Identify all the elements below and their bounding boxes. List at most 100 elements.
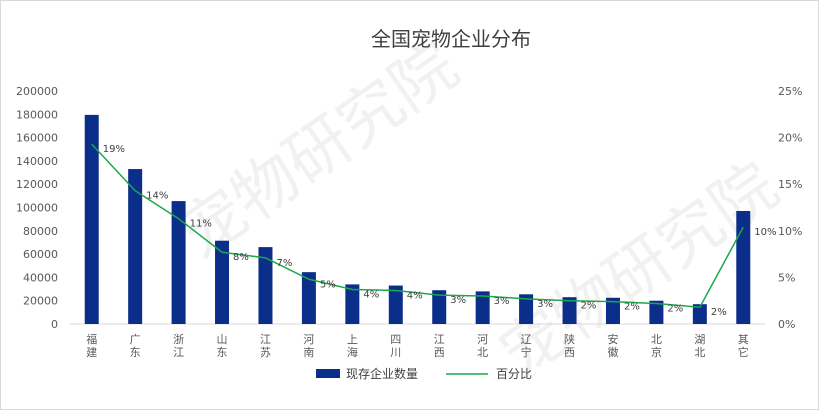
legend: 现存企业数量 百分比 bbox=[316, 366, 532, 381]
category-char: 江 bbox=[173, 346, 184, 359]
category-char: 福 bbox=[86, 332, 97, 346]
category-char: 海 bbox=[347, 345, 358, 359]
category-char: 河 bbox=[303, 333, 314, 346]
right-tick-label: 20% bbox=[778, 132, 802, 145]
category-char: 四 bbox=[390, 333, 401, 346]
category-char: 徽 bbox=[607, 345, 618, 359]
left-tick-label: 80000 bbox=[23, 225, 58, 238]
right-tick-label: 5% bbox=[778, 271, 795, 284]
right-tick-label: 10% bbox=[778, 225, 802, 238]
category-char: 川 bbox=[390, 346, 401, 359]
category-label: 安徽 bbox=[607, 332, 618, 359]
bar bbox=[171, 201, 186, 324]
category-label: 上海 bbox=[347, 333, 358, 359]
percent-label: 2% bbox=[667, 303, 683, 314]
left-tick-label: 60000 bbox=[23, 248, 58, 261]
category-char: 它 bbox=[738, 345, 749, 359]
chart-title: 全国宠物企业分布 bbox=[371, 27, 531, 51]
percent-label: 8% bbox=[233, 252, 249, 263]
category-char: 东 bbox=[217, 346, 228, 359]
left-y-axis: 0 20000 40000 60000 80000 100000 120000 140000 1… bbox=[16, 85, 58, 331]
category-label: 辽宁 bbox=[521, 333, 532, 359]
line-series bbox=[91, 143, 744, 309]
category-label: 四川 bbox=[390, 333, 401, 359]
category-label: 山东 bbox=[217, 333, 228, 359]
right-tick-label: 25% bbox=[778, 85, 802, 98]
percent-label: 11% bbox=[190, 219, 212, 230]
bar bbox=[649, 300, 664, 324]
right-tick-label: 15% bbox=[778, 178, 802, 191]
left-tick-label: 140000 bbox=[16, 155, 58, 168]
bar bbox=[475, 291, 490, 324]
category-char: 西 bbox=[564, 346, 575, 359]
percent-label: 10% bbox=[754, 227, 776, 238]
category-char: 北 bbox=[651, 333, 662, 346]
percent-label: 2% bbox=[624, 302, 640, 313]
left-tick-label: 160000 bbox=[16, 132, 58, 145]
bar bbox=[84, 114, 99, 324]
legend-bar-swatch bbox=[316, 369, 340, 378]
left-tick-label: 200000 bbox=[16, 85, 58, 98]
right-y-axis: 0% 5% 10% 15% 20% 25% bbox=[778, 85, 802, 331]
category-char: 辽 bbox=[521, 333, 532, 346]
category-char: 北 bbox=[694, 346, 705, 359]
category-label: 江西 bbox=[434, 333, 445, 359]
category-char: 江 bbox=[434, 333, 445, 346]
bar-series bbox=[84, 114, 751, 324]
category-char: 京 bbox=[651, 345, 662, 359]
category-char: 北 bbox=[477, 346, 488, 359]
category-label: 河北 bbox=[477, 333, 488, 359]
bar bbox=[301, 272, 316, 324]
percent-label: 7% bbox=[276, 258, 292, 269]
left-tick-label: 100000 bbox=[16, 202, 58, 215]
left-tick-label: 20000 bbox=[23, 295, 58, 308]
category-char: 陕 bbox=[564, 332, 575, 346]
left-tick-label: 40000 bbox=[23, 271, 58, 284]
bar bbox=[388, 285, 403, 324]
category-char: 南 bbox=[303, 346, 314, 359]
category-char: 河 bbox=[477, 333, 488, 346]
category-label: 河南 bbox=[303, 333, 314, 359]
category-char: 苏 bbox=[260, 346, 271, 359]
percent-label: 2% bbox=[581, 301, 597, 312]
left-tick-label: 180000 bbox=[16, 108, 58, 121]
legend-line-label: 百分比 bbox=[496, 367, 532, 381]
category-char: 浙 bbox=[173, 333, 184, 346]
bar bbox=[736, 210, 751, 324]
bar bbox=[345, 284, 360, 324]
bar bbox=[258, 247, 273, 324]
percent-label: 19% bbox=[103, 144, 125, 155]
bar bbox=[215, 240, 230, 324]
right-tick-label: 0% bbox=[778, 318, 795, 331]
category-char: 山 bbox=[217, 333, 228, 346]
category-char: 江 bbox=[260, 333, 271, 346]
percent-label: 4% bbox=[363, 290, 379, 301]
percent-label: 2% bbox=[711, 307, 727, 318]
left-tick-label: 120000 bbox=[16, 178, 58, 191]
category-char: 安 bbox=[607, 332, 618, 346]
bar bbox=[519, 294, 534, 324]
percent-label: 3% bbox=[494, 296, 510, 307]
category-label: 江苏 bbox=[260, 333, 271, 359]
category-label: 浙江 bbox=[173, 333, 184, 359]
bar bbox=[432, 290, 447, 324]
percent-line bbox=[91, 143, 744, 309]
category-char: 西 bbox=[434, 346, 445, 359]
category-label: 陕西 bbox=[564, 332, 575, 359]
percent-label: 3% bbox=[450, 295, 466, 306]
category-label: 广东 bbox=[130, 333, 141, 359]
category-label: 北京 bbox=[651, 333, 662, 359]
bar bbox=[605, 297, 620, 324]
category-label: 福建 bbox=[86, 332, 97, 359]
category-char: 湖 bbox=[694, 333, 705, 346]
percent-label: 3% bbox=[537, 299, 553, 310]
legend-bar-label: 现存企业数量 bbox=[346, 366, 418, 381]
bar bbox=[692, 304, 707, 324]
category-char: 宁 bbox=[521, 345, 532, 359]
percent-label: 4% bbox=[407, 290, 423, 301]
line-data-labels: 19% 14% 11% 8% 7% 5% 4% 4% 3% 3% 3% 2% 2% 2% 2% 10% bbox=[103, 144, 777, 318]
category-char: 上 bbox=[347, 333, 358, 346]
category-char: 其 bbox=[738, 333, 749, 346]
